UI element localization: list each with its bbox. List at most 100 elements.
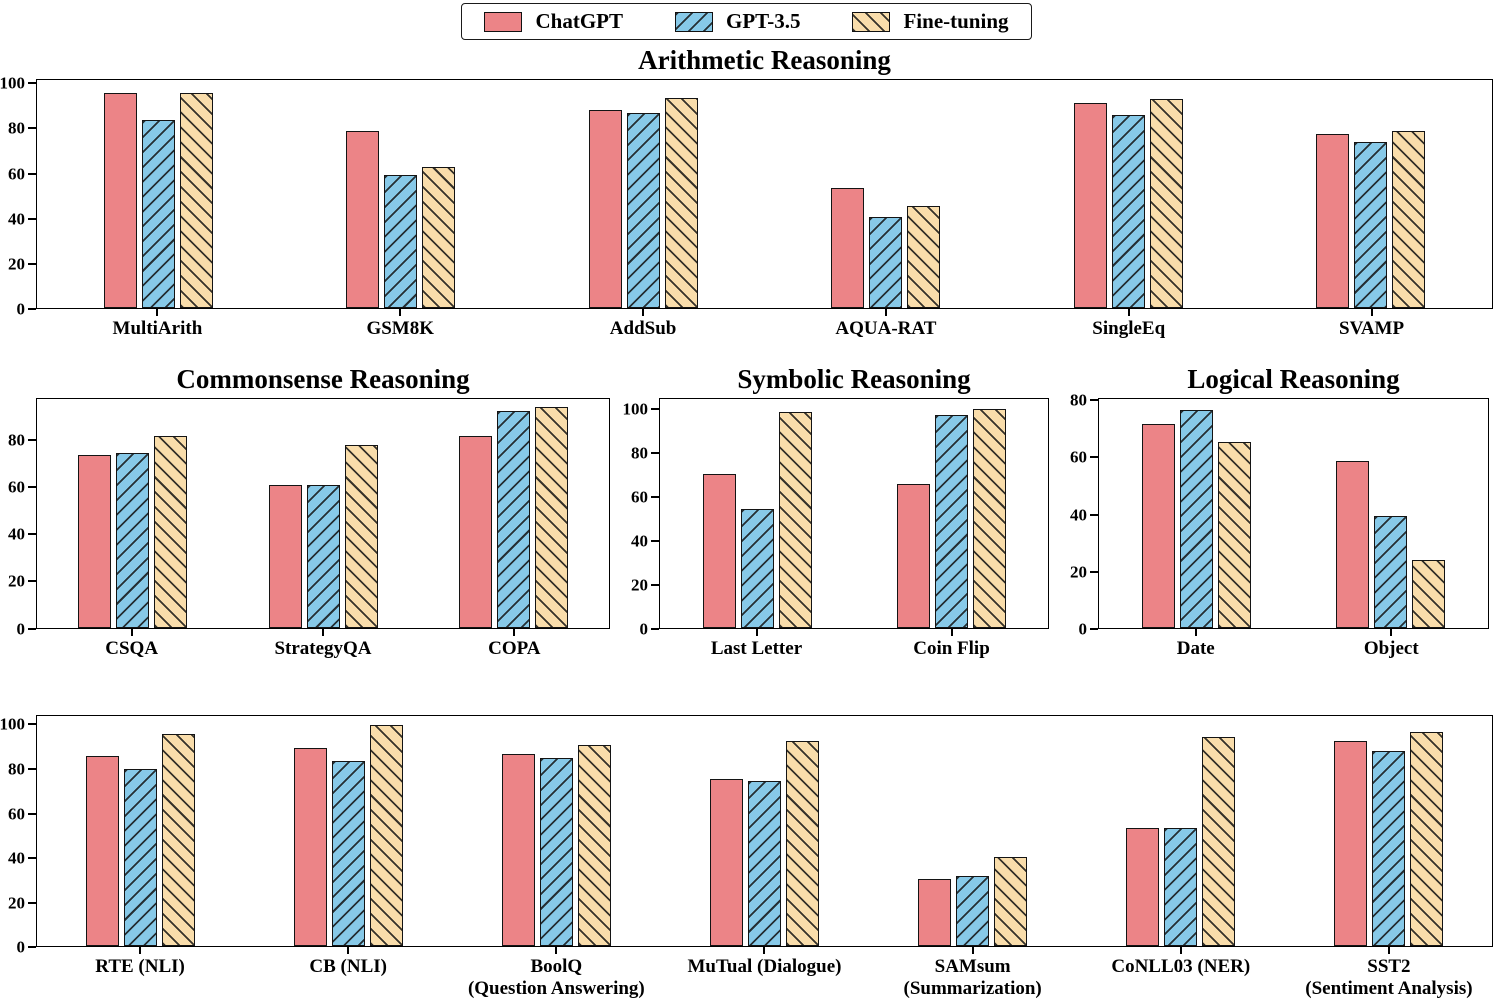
category-label: SingleEq bbox=[1092, 317, 1166, 339]
x-tick-mark bbox=[513, 628, 516, 636]
y-tick-label: 0 bbox=[1078, 619, 1088, 639]
bar-group bbox=[418, 399, 609, 628]
bar-gpt-3-5 bbox=[1374, 515, 1408, 628]
x-tick-mark bbox=[399, 308, 402, 316]
bar-group bbox=[1076, 716, 1284, 947]
bar-fine-tuning bbox=[578, 745, 612, 947]
y-tick-mark bbox=[28, 262, 36, 265]
bar-group bbox=[1294, 399, 1489, 628]
y-tick-mark bbox=[28, 127, 36, 130]
y-axis: 0 20 40 60 80 100 bbox=[623, 398, 659, 637]
bar-chatgpt bbox=[268, 485, 302, 628]
y-tick-label: 20 bbox=[1070, 562, 1087, 582]
y-axis: 0 20 40 60 80 bbox=[1062, 392, 1098, 637]
bar-fine-tuning bbox=[344, 445, 378, 628]
plot-area bbox=[36, 78, 1493, 309]
y-tick-label: 0 bbox=[16, 937, 26, 957]
x-tick-mark bbox=[1390, 628, 1393, 636]
y-tick-mark bbox=[28, 439, 36, 441]
y-tick-label: 40 bbox=[1070, 505, 1087, 524]
y-tick-mark bbox=[651, 539, 659, 542]
y-tick-mark bbox=[651, 627, 659, 630]
category-label: RTE (NLI) bbox=[95, 956, 185, 978]
bar-chatgpt bbox=[103, 93, 137, 308]
panel-nlp-tasks: 0 20 40 60 80 100 RTE (NLI) CB (NLI) BoolQ (Que… bbox=[0, 715, 1493, 1000]
y-tick-mark bbox=[28, 857, 36, 860]
bar-gpt-3-5 bbox=[115, 453, 149, 628]
x-axis-labels: CSQA StrategyQA COPA bbox=[36, 628, 610, 660]
y-tick-label: 0 bbox=[16, 299, 26, 319]
category-label: Last Letter bbox=[710, 637, 803, 659]
bar-gpt-3-5 bbox=[626, 113, 660, 308]
bar-fine-tuning bbox=[153, 435, 187, 628]
y-tick-mark bbox=[28, 901, 36, 904]
category-label-cell: SST2 (Sentiment Analysis) bbox=[1285, 947, 1493, 1000]
category-label-cell: Coin Flip bbox=[854, 628, 1049, 660]
category-label: Coin Flip bbox=[913, 637, 990, 659]
bar-group bbox=[37, 399, 228, 628]
bar-fine-tuning bbox=[778, 411, 812, 628]
bar-fine-tuning bbox=[162, 734, 196, 947]
category-label-cell: StrategyQA bbox=[227, 628, 418, 660]
bar-gpt-3-5 bbox=[934, 414, 968, 628]
commonsense-reasoning-title: Commonsense Reasoning bbox=[176, 363, 470, 394]
bar-chatgpt bbox=[896, 483, 930, 628]
y-tick-mark bbox=[28, 307, 36, 310]
bar-chatgpt bbox=[917, 878, 951, 947]
category-label: COPA bbox=[488, 637, 541, 659]
bar-fine-tuning bbox=[786, 740, 819, 947]
y-tick-label: 40 bbox=[8, 524, 25, 544]
y-tick-label: 60 bbox=[631, 487, 648, 507]
y-tick-mark bbox=[1090, 627, 1098, 630]
bar-fine-tuning bbox=[664, 97, 698, 308]
legend-swatch-fine-tuning-icon bbox=[852, 11, 891, 32]
y-tick-label: 0 bbox=[16, 619, 26, 639]
category-label: BoolQ (Question Answering) bbox=[467, 956, 645, 1000]
legend-label-gpt35: GPT-3.5 bbox=[726, 9, 801, 33]
bar-group bbox=[854, 399, 1048, 628]
bar-chatgpt bbox=[77, 454, 111, 628]
x-tick-mark bbox=[347, 947, 350, 955]
y-tick-label: 0 bbox=[639, 619, 649, 639]
x-axis-labels: MultiArith GSM8K AddSub AQUA-RAT SingleEq SVA… bbox=[36, 308, 1493, 340]
arithmetic-reasoning-chart: 0 20 40 60 80 100 MultiArith GSM8K AddSub AQUA-R… bbox=[0, 75, 1493, 340]
commonsense-reasoning-chart: 0 20 40 60 80 CSQA StrategyQA COPA bbox=[0, 397, 610, 660]
logical-reasoning-chart: 0 20 40 60 80 Date Object bbox=[1062, 392, 1490, 660]
y-tick-mark bbox=[28, 946, 36, 949]
x-axis-labels: Last Letter Coin Flip bbox=[659, 628, 1049, 660]
bar-chatgpt bbox=[1336, 460, 1370, 628]
x-tick-mark bbox=[642, 308, 645, 316]
category-label-cell: BoolQ (Question Answering) bbox=[452, 947, 660, 1000]
y-tick-mark bbox=[28, 723, 36, 726]
bar-group bbox=[228, 399, 419, 628]
bar-fine-tuning bbox=[993, 856, 1027, 947]
plot-area bbox=[1098, 397, 1489, 629]
category-label: StrategyQA bbox=[274, 637, 372, 659]
y-tick-mark bbox=[1090, 513, 1098, 516]
bar-fine-tuning bbox=[907, 206, 941, 308]
legend-swatch-chatgpt-icon bbox=[484, 11, 523, 32]
category-label-cell: CSQA bbox=[36, 628, 227, 660]
y-tick-label: 80 bbox=[8, 759, 25, 779]
category-label: CSQA bbox=[105, 637, 159, 659]
bar-gpt-3-5 bbox=[740, 508, 774, 628]
symbolic-reasoning-title: Symbolic Reasoning bbox=[737, 363, 971, 394]
plot-area bbox=[659, 397, 1049, 629]
bar-group bbox=[453, 716, 661, 947]
bar-group bbox=[1099, 399, 1294, 628]
middle-row: Commonsense Reasoning 0 20 40 60 80 CSQA Stra… bbox=[0, 364, 1493, 660]
bar-chatgpt bbox=[831, 188, 865, 308]
y-tick-label: 20 bbox=[8, 571, 25, 591]
category-label-cell: Object bbox=[1294, 628, 1490, 660]
x-tick-mark bbox=[755, 628, 758, 636]
bar-gpt-3-5 bbox=[540, 758, 574, 947]
category-label: CoNLL03 (NER) bbox=[1111, 956, 1251, 978]
bar-gpt-3-5 bbox=[306, 485, 340, 628]
category-label-cell: Last Letter bbox=[659, 628, 854, 660]
x-tick-mark bbox=[156, 308, 159, 316]
bar-group bbox=[660, 399, 854, 628]
category-label-cell: GSM8K bbox=[279, 308, 522, 340]
category-label: SST2 (Sentiment Analysis) bbox=[1305, 956, 1473, 1000]
y-tick-label: 80 bbox=[631, 443, 648, 463]
